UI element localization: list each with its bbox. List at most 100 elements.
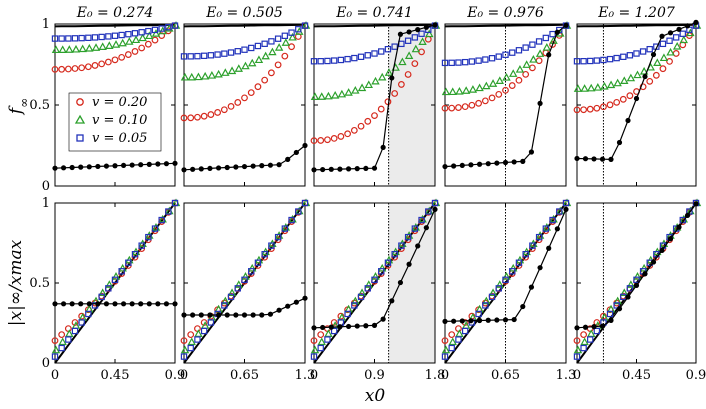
- marker-v005: [371, 50, 378, 57]
- marker-v020: [461, 103, 469, 111]
- marker-v005: [281, 32, 289, 39]
- marker-v005: [672, 34, 680, 41]
- marker-v020: [310, 337, 318, 345]
- marker-v010: [145, 31, 154, 40]
- x-tick-label: 0.65: [230, 368, 259, 383]
- marker-v005: [295, 208, 302, 215]
- marker-v010: [418, 37, 427, 45]
- marker-v005: [151, 26, 159, 34]
- marker-v020: [84, 63, 92, 71]
- marker-v010: [542, 43, 552, 51]
- marker-v020: [357, 122, 365, 130]
- x-tick-label: 1.3: [556, 368, 577, 383]
- marker-v010: [234, 64, 243, 72]
- marker-v020: [337, 312, 345, 320]
- legend-marker-square: [76, 134, 84, 142]
- marker-v005: [522, 251, 529, 258]
- marker-v010: [364, 280, 373, 288]
- marker-v020: [441, 337, 449, 345]
- marker-v010: [425, 29, 434, 38]
- marker-v005: [301, 199, 309, 207]
- marker-v010: [475, 83, 484, 92]
- panel-title: E₀ = 0.741: [335, 5, 413, 21]
- threshold-curve: [313, 209, 436, 329]
- x-tick-label: 0: [51, 368, 59, 383]
- marker-v020: [151, 36, 159, 44]
- marker-v005: [317, 344, 324, 352]
- marker-v005: [274, 35, 282, 42]
- marker-v020: [274, 61, 282, 69]
- marker-v010: [248, 263, 257, 272]
- marker-v005: [261, 251, 268, 258]
- marker-v010: [488, 288, 498, 297]
- marker-v020: [580, 331, 588, 339]
- marker-v010: [613, 78, 622, 87]
- threshold-point: [574, 155, 580, 162]
- marker-v010: [639, 263, 649, 272]
- marker-v020: [51, 337, 59, 345]
- marker-v010: [535, 49, 545, 57]
- marker-v005: [357, 53, 365, 60]
- marker-v020: [187, 331, 195, 339]
- marker-v010: [91, 43, 101, 51]
- marker-v005: [111, 276, 119, 284]
- threshold-curve: [184, 297, 306, 316]
- marker-v005: [91, 34, 99, 41]
- marker-v005: [207, 52, 215, 59]
- marker-v020: [131, 48, 139, 55]
- marker-v005: [391, 251, 398, 258]
- marker-v020: [64, 325, 72, 332]
- marker-v005: [227, 293, 235, 301]
- reference-line: [576, 23, 697, 28]
- marker-v010: [58, 337, 67, 346]
- marker-v010: [441, 87, 451, 96]
- marker-v020: [600, 312, 607, 320]
- marker-v010: [573, 345, 583, 354]
- marker-v020: [288, 43, 295, 51]
- marker-v010: [274, 43, 284, 51]
- marker-v005: [234, 48, 241, 55]
- marker-v010: [187, 72, 196, 81]
- marker-v010: [659, 53, 669, 62]
- marker-v005: [138, 242, 145, 249]
- marker-v005: [221, 302, 228, 309]
- marker-v005: [187, 53, 194, 60]
- marker-v005: [482, 302, 489, 309]
- marker-v020: [118, 53, 126, 61]
- marker-v010: [78, 44, 87, 53]
- x-tick-label: 0.9: [686, 368, 706, 383]
- marker-v020: [337, 133, 345, 140]
- marker-v010: [448, 87, 457, 96]
- marker-v020: [481, 97, 489, 105]
- marker-v020: [397, 81, 405, 88]
- marker-v005: [165, 23, 172, 31]
- marker-v005: [194, 336, 201, 343]
- marker-v010: [194, 72, 203, 81]
- marker-v010: [281, 38, 291, 46]
- x-tick-label: 0.45: [622, 368, 651, 383]
- threshold-curve: [54, 162, 176, 169]
- marker-v005: [535, 38, 543, 45]
- marker-v010: [310, 345, 320, 354]
- marker-v005: [679, 30, 686, 37]
- panel-1: E₀ = 0.274 0 0.5 1 0 0.5 1 0 0.45 0.9: [29, 5, 185, 383]
- marker-v005: [241, 276, 248, 284]
- marker-v020: [58, 65, 66, 73]
- marker-v010: [310, 92, 320, 100]
- marker-v010: [371, 76, 380, 85]
- marker-v005: [425, 208, 432, 215]
- marker-v010: [620, 76, 629, 84]
- marker-v020: [455, 325, 462, 332]
- marker-v005: [549, 216, 556, 224]
- marker-v020: [549, 41, 556, 48]
- marker-v010: [105, 41, 114, 49]
- marker-v005: [587, 336, 594, 343]
- marker-v005: [626, 52, 634, 59]
- threshold-curve: [444, 209, 567, 322]
- marker-v020: [124, 51, 132, 58]
- marker-v010: [71, 44, 81, 53]
- threshold-curve: [576, 21, 697, 161]
- marker-v005: [488, 293, 496, 301]
- marker-v005: [207, 319, 215, 326]
- marker-v010: [357, 288, 367, 297]
